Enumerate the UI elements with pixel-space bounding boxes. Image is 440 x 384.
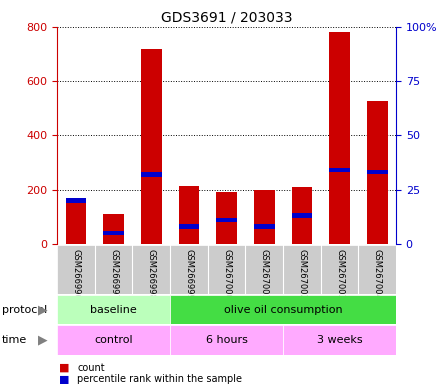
- Bar: [57, 245, 95, 294]
- Text: GSM266997: GSM266997: [109, 248, 118, 300]
- Bar: [57, 325, 170, 355]
- Text: GSM267003: GSM267003: [335, 248, 344, 300]
- Bar: [57, 295, 170, 324]
- Text: count: count: [77, 363, 105, 373]
- Bar: [283, 325, 396, 355]
- Bar: [329, 168, 350, 172]
- Bar: [208, 245, 246, 294]
- Bar: [254, 190, 275, 244]
- Title: GDS3691 / 203033: GDS3691 / 203033: [161, 10, 292, 24]
- Text: GSM266999: GSM266999: [184, 248, 194, 299]
- Bar: [358, 245, 396, 294]
- Bar: [367, 101, 388, 244]
- Text: ▶: ▶: [38, 334, 48, 347]
- Text: percentile rank within the sample: percentile rank within the sample: [77, 374, 242, 384]
- Text: GSM267000: GSM267000: [222, 248, 231, 299]
- Bar: [283, 245, 321, 294]
- Text: ■: ■: [59, 363, 70, 373]
- Bar: [246, 245, 283, 294]
- Text: olive oil consumption: olive oil consumption: [224, 305, 342, 314]
- Bar: [66, 198, 86, 203]
- Bar: [141, 49, 161, 244]
- Text: ▶: ▶: [38, 303, 48, 316]
- Bar: [216, 192, 237, 244]
- Bar: [179, 224, 199, 228]
- Bar: [179, 185, 199, 244]
- Bar: [216, 218, 237, 222]
- Text: baseline: baseline: [90, 305, 137, 314]
- Bar: [103, 231, 124, 235]
- Bar: [254, 224, 275, 228]
- Bar: [95, 245, 132, 294]
- Text: 6 hours: 6 hours: [205, 335, 248, 345]
- Bar: [367, 170, 388, 174]
- Text: control: control: [94, 335, 133, 345]
- Text: GSM266996: GSM266996: [72, 248, 81, 300]
- Text: 3 weeks: 3 weeks: [317, 335, 363, 345]
- Text: GSM267004: GSM267004: [373, 248, 381, 299]
- Text: time: time: [2, 335, 27, 345]
- Bar: [170, 245, 208, 294]
- Bar: [292, 187, 312, 244]
- Text: GSM267002: GSM267002: [297, 248, 306, 299]
- Bar: [132, 245, 170, 294]
- Bar: [170, 295, 396, 324]
- Text: GSM266998: GSM266998: [147, 248, 156, 300]
- Bar: [170, 325, 283, 355]
- Bar: [292, 214, 312, 218]
- Text: protocol: protocol: [2, 305, 48, 314]
- Bar: [329, 32, 350, 244]
- Text: GSM267001: GSM267001: [260, 248, 269, 299]
- Bar: [103, 214, 124, 244]
- Bar: [321, 245, 358, 294]
- Bar: [66, 198, 86, 244]
- Text: ■: ■: [59, 374, 70, 384]
- Bar: [141, 172, 161, 177]
